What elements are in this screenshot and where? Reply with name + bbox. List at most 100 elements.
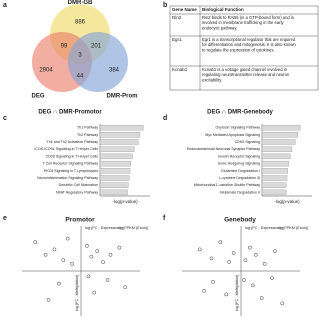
panel-label: a <box>3 2 7 9</box>
category-label: Glutamate Degradation II <box>220 190 260 194</box>
category-label: L-cysteine Degradation III <box>219 176 260 180</box>
point <box>202 288 206 293</box>
category-label: Sonic Hedgehog Signaling <box>218 162 260 166</box>
point <box>101 260 105 264</box>
venn-count: 99 <box>61 44 68 50</box>
category-label: CD28 Signaling in T Helper Cells <box>46 154 99 158</box>
venn-count: 384 <box>109 68 120 74</box>
bar <box>99 182 129 188</box>
bar <box>261 189 287 196</box>
table-cell: Kcnab1 <box>172 67 188 72</box>
bar <box>99 189 128 196</box>
y-axis-label: log (FC - Methylation) <box>235 274 239 311</box>
panel-label: e <box>3 215 7 222</box>
category-label: CDK5 Signaling <box>235 140 260 144</box>
venn-count: 44 <box>77 74 84 80</box>
y-axis-label: log (FC - Methylation) <box>75 274 79 311</box>
venn-set: DMR-Prom <box>107 94 138 100</box>
point <box>231 251 236 255</box>
chart-title: Promotor <box>65 217 95 224</box>
bar <box>99 175 130 181</box>
chart-title: DEG ∩ DMR-Promotor <box>38 110 102 116</box>
category-label: Endocannabinoid Neuronal Synapse Pathway <box>187 147 260 151</box>
point <box>209 256 214 261</box>
bar <box>261 175 288 181</box>
category-label: Th1 and Th2 Activation Pathway <box>47 140 99 144</box>
bar <box>261 139 296 145</box>
bar <box>261 132 298 138</box>
point <box>270 276 274 281</box>
table-header: Gene Name <box>172 7 197 12</box>
panel-label: b <box>163 2 167 9</box>
point <box>89 254 94 259</box>
point <box>243 258 248 263</box>
category-label: Oxytocin Signaling Pathway <box>215 126 260 130</box>
point <box>52 247 57 252</box>
x-axis-label: log (FC - Expression) <box>85 226 122 230</box>
point <box>280 301 285 306</box>
point <box>218 240 223 245</box>
category-label: Myc Mediated Apoptosis Signaling <box>205 133 260 137</box>
category-label: Th1 Pathway <box>77 126 98 130</box>
point <box>85 243 89 248</box>
venn-count: 886 <box>75 20 86 26</box>
venn-count: 3 <box>78 53 82 59</box>
table <box>169 5 319 91</box>
point <box>262 261 267 266</box>
venn-count: 201 <box>91 44 102 50</box>
bar <box>99 168 131 174</box>
bar <box>99 153 133 160</box>
panel-label: d <box>163 115 167 122</box>
venn-set: DMR-GB <box>68 0 93 6</box>
bar <box>261 153 291 160</box>
point <box>65 236 70 241</box>
chart-title: Genebody <box>224 217 256 224</box>
venn-circle <box>68 32 128 92</box>
table-cell: Kcnab1 is a voltage gated channel involv… <box>202 67 290 82</box>
category-label: Neuroinflammation Signaling Pathway <box>37 176 98 180</box>
point <box>61 258 66 263</box>
table-cell: Egr1 is a transcriptional regulator that… <box>202 37 296 52</box>
point <box>105 278 110 282</box>
category-label: Mitochondrial L-carnitine Shuttle Pathwa… <box>194 183 260 187</box>
point <box>248 245 252 250</box>
point <box>123 285 128 290</box>
point <box>70 261 75 266</box>
category-label: NFAT Regulatory Pathway <box>56 190 98 194</box>
point <box>92 290 97 295</box>
legend-title: log(FPKM (Exon)) <box>118 226 149 230</box>
point <box>43 252 48 257</box>
venn-count: 2904 <box>39 68 53 74</box>
point <box>259 296 264 300</box>
point <box>197 247 202 252</box>
category-label: Th2 Pathway <box>77 133 98 137</box>
category-label: Glutamine Degradation I <box>221 169 260 173</box>
point <box>273 249 277 254</box>
point <box>211 279 215 284</box>
table-cell: Rin2 binds to RAB5 (in a GTP-bound form)… <box>202 15 294 30</box>
bar <box>99 124 144 131</box>
x-axis-label: -log(p-value) <box>274 199 300 204</box>
point <box>224 292 229 297</box>
category-label: Dendritic Cell Maturation <box>59 183 98 187</box>
category-label: iCOS-iCOSL Signaling in T Helper Cells <box>35 147 99 151</box>
bar <box>261 124 301 131</box>
legend-title: log(FPKM (Exon)) <box>278 226 309 230</box>
x-axis-label: log (FC - Expression) <box>245 226 282 230</box>
table-cell: Rin2 <box>172 15 182 20</box>
table-cell: Egr1 <box>172 37 182 42</box>
point <box>227 260 232 264</box>
bar <box>261 146 293 152</box>
point <box>250 283 255 288</box>
point <box>242 278 246 282</box>
point <box>117 245 122 250</box>
point <box>108 252 113 257</box>
bar <box>261 160 289 167</box>
panel-label: f <box>163 215 166 222</box>
point <box>86 274 91 279</box>
category-label: PKCθ Signaling in T Lymphocytes <box>44 169 98 173</box>
point <box>253 252 258 257</box>
category-label: Insulin Receptor Signaling <box>218 154 260 158</box>
table-header: Biological Function <box>202 7 244 12</box>
